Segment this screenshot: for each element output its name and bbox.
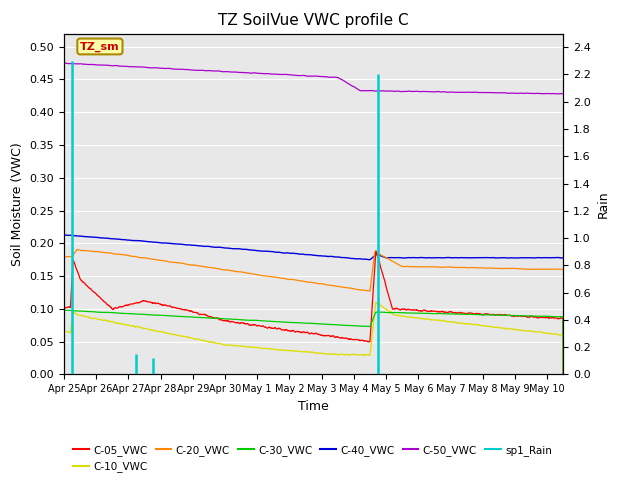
Text: TZ_sm: TZ_sm	[80, 41, 120, 51]
Y-axis label: Soil Moisture (VWC): Soil Moisture (VWC)	[11, 142, 24, 266]
Legend: C-05_VWC, C-10_VWC, C-20_VWC, C-30_VWC, C-40_VWC, C-50_VWC, sp1_Rain: C-05_VWC, C-10_VWC, C-20_VWC, C-30_VWC, …	[69, 441, 556, 476]
Title: TZ SoilVue VWC profile C: TZ SoilVue VWC profile C	[218, 13, 409, 28]
Y-axis label: Rain: Rain	[596, 190, 609, 218]
X-axis label: Time: Time	[298, 400, 329, 413]
